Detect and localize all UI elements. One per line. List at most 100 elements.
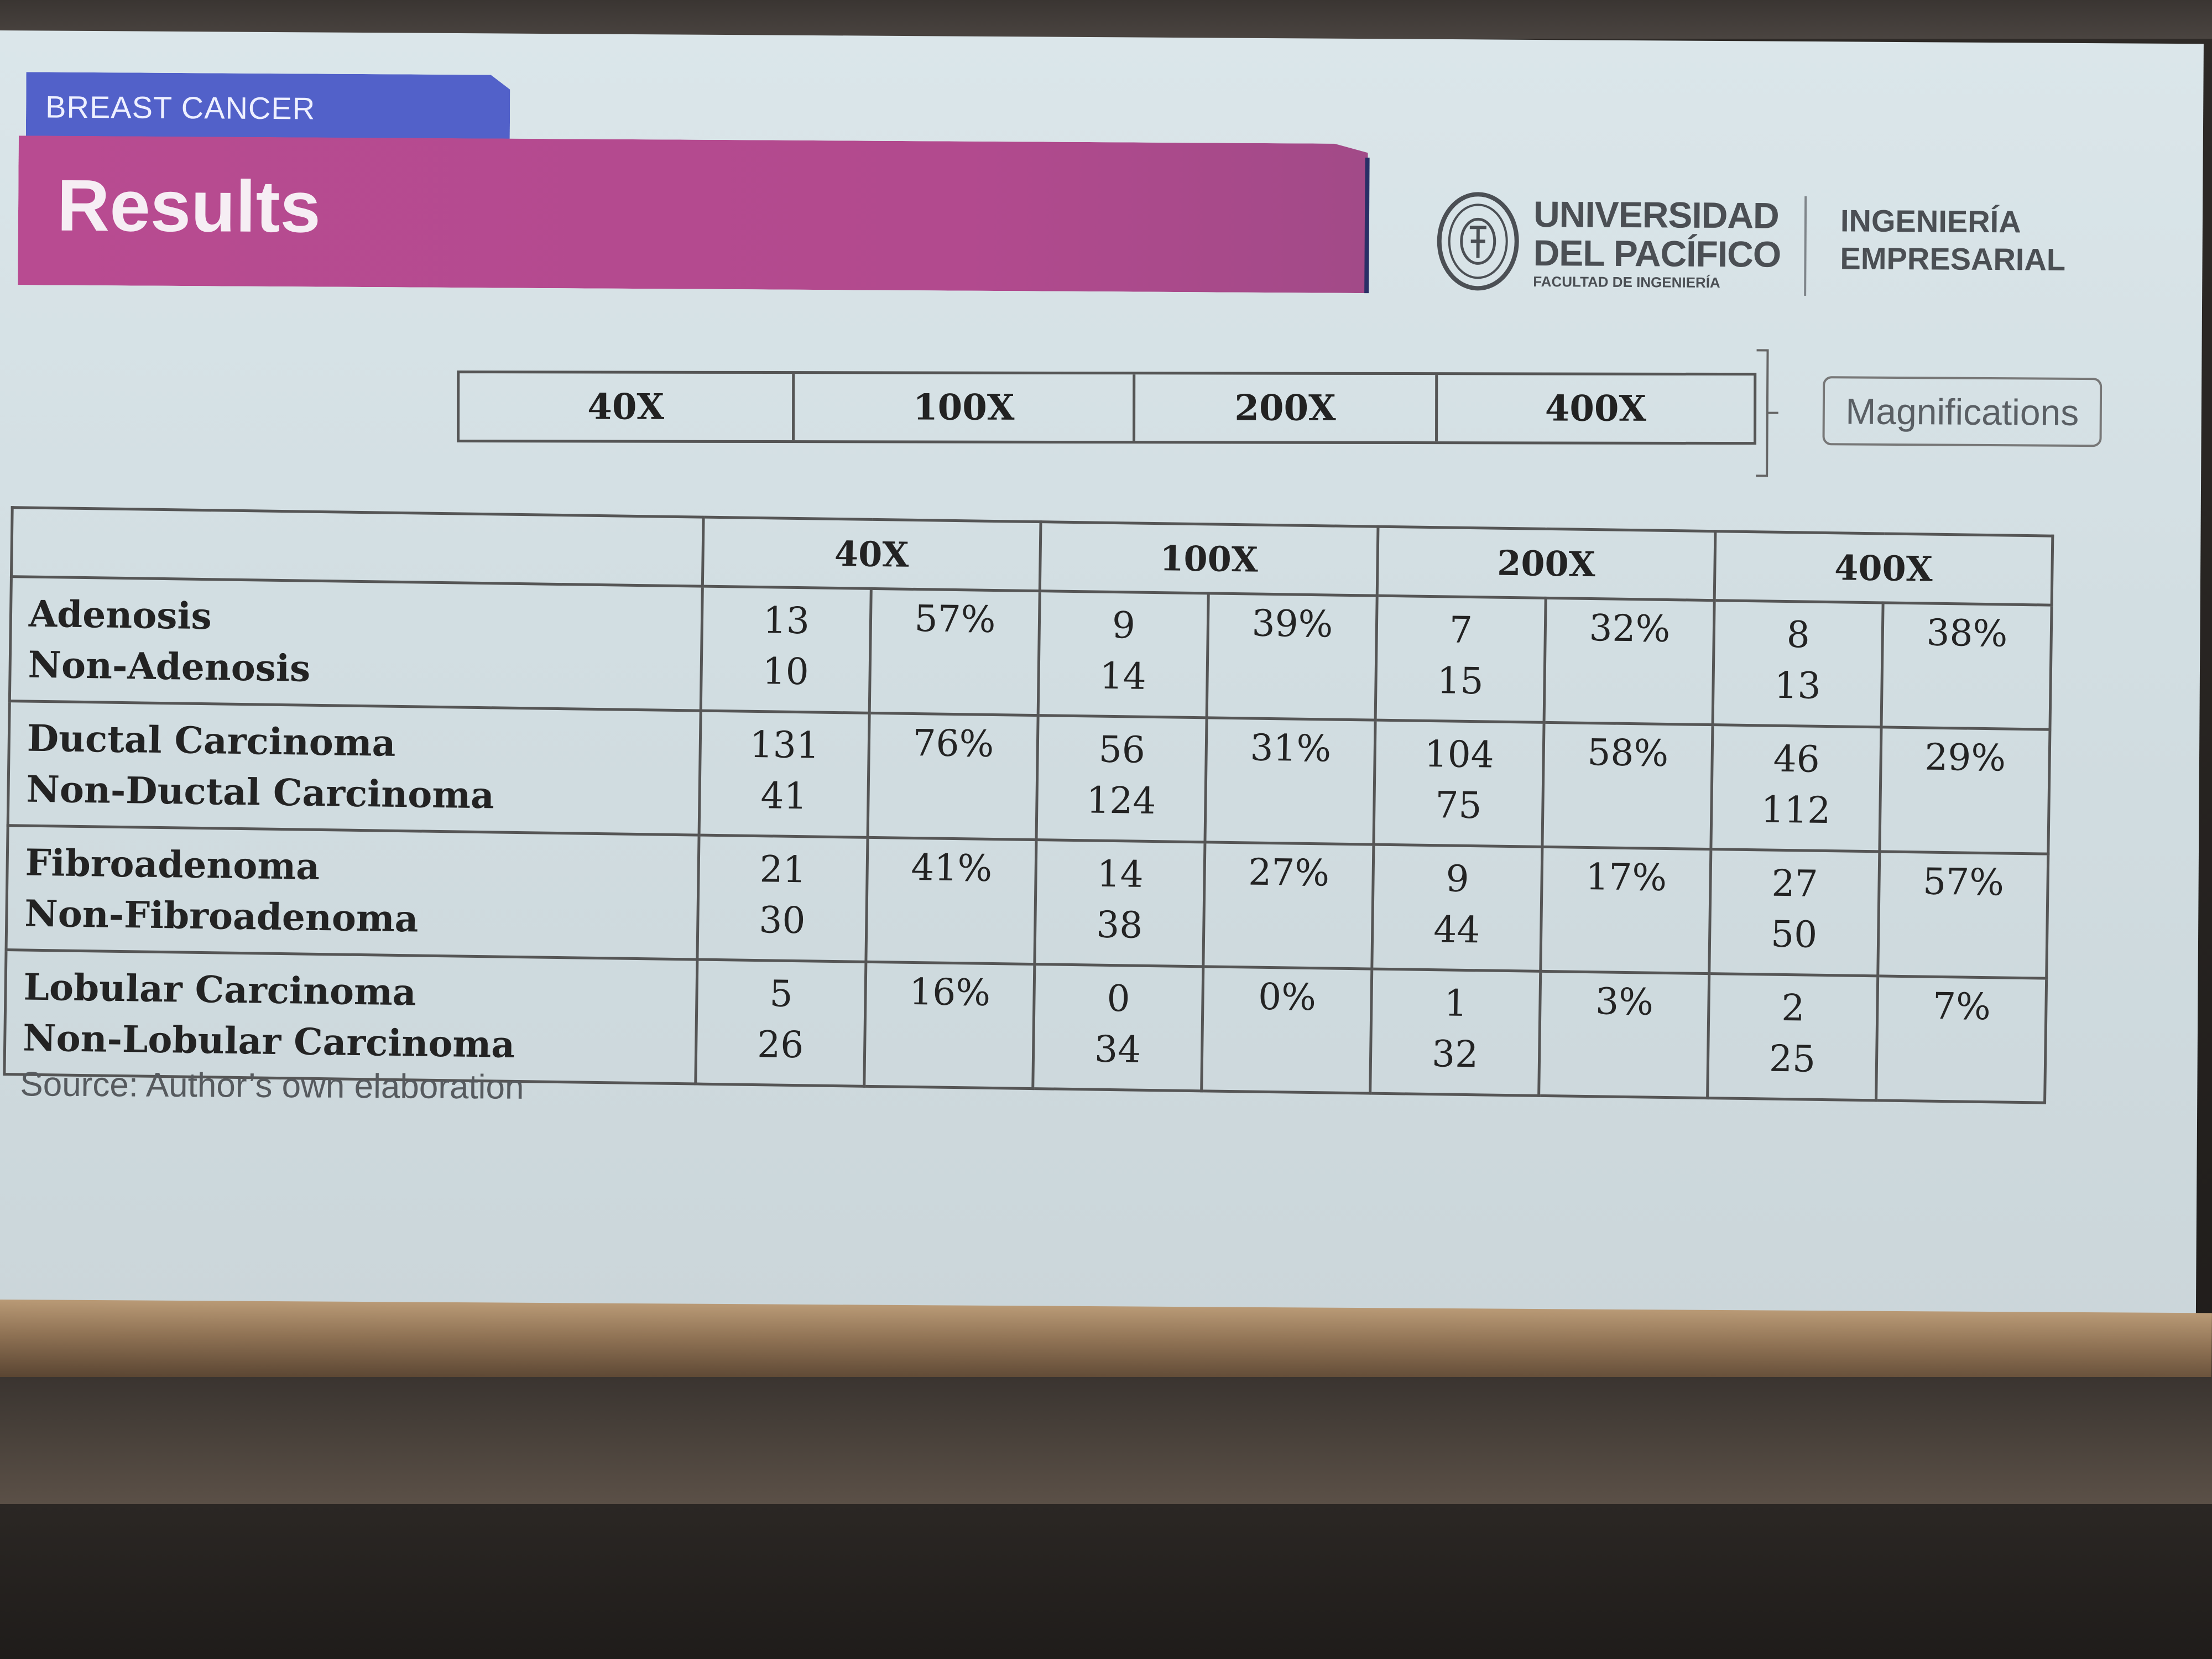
magnification-bar: 40X 100X 200X 400X	[457, 371, 1757, 445]
count-a: 104	[1424, 732, 1495, 776]
percent-cell: 57%	[869, 588, 1040, 716]
background-wall	[0, 1377, 2212, 1504]
header-40x: 40X	[702, 517, 1041, 591]
count-b: 41	[760, 774, 808, 818]
percent-cell: 16%	[864, 962, 1035, 1089]
count-b: 10	[762, 650, 810, 693]
count-a: 5	[769, 972, 794, 1015]
faculty-name: FACULTAD DE INGENIERÍA	[1533, 273, 1720, 291]
count-b: 34	[1094, 1027, 1141, 1071]
logo-divider	[1804, 196, 1807, 296]
percent-cell: 39%	[1207, 593, 1378, 721]
count-a: 8	[1786, 613, 1811, 656]
source-caption: Source: Author’s own elaboration	[20, 1065, 524, 1107]
percent-cell: 58%	[1542, 722, 1713, 849]
count-cell: 131 41	[699, 711, 870, 838]
university-seal-icon	[1437, 192, 1519, 291]
count-b: 30	[758, 899, 806, 942]
count-a: 9	[1446, 857, 1470, 901]
slide-title: Results	[56, 164, 321, 248]
header-200x: 200X	[1377, 526, 1715, 601]
count-b: 50	[1770, 912, 1818, 956]
count-cell: 21 30	[697, 835, 868, 962]
non-class-name: Non-Ductal Carcinoma	[26, 767, 495, 817]
count-cell: 9 44	[1371, 844, 1542, 972]
count-cell: 104 75	[1373, 720, 1545, 847]
bracket-icon	[1756, 349, 1778, 477]
count-a: 2	[1781, 986, 1805, 1030]
percent-cell: 31%	[1204, 717, 1376, 845]
university-name-line1: UNIVERSIDAD	[1533, 193, 1779, 236]
non-class-name: Non-Lobular Carcinoma	[22, 1016, 515, 1066]
university-wordmark: UNIVERSIDAD DEL PACÍFICO FACULTAD DE ING…	[1533, 193, 1781, 292]
header-100x: 100X	[1040, 521, 1378, 596]
count-b: 75	[1434, 784, 1482, 827]
section-tab: BREAST CANCER	[26, 72, 510, 141]
count-cell: 5 26	[695, 959, 866, 1087]
count-a: 1	[1443, 982, 1468, 1025]
percent-cell: 32%	[1544, 598, 1715, 725]
count-cell: 27 50	[1709, 849, 1880, 976]
non-class-name: Non-Fibroadenoma	[24, 891, 419, 941]
non-class-name: Non-Adenosis	[28, 643, 311, 690]
count-b: 25	[1768, 1037, 1816, 1081]
magnifications-label: Magnifications	[1822, 376, 2103, 447]
count-cell: 8 13	[1713, 600, 1884, 727]
percent-cell: 29%	[1879, 727, 2050, 854]
count-cell: 0 34	[1032, 964, 1203, 1091]
magnification-400x: 400X	[1545, 387, 1647, 430]
program-name-line2: EMPRESARIAL	[1840, 241, 2066, 277]
percent-cell: 41%	[865, 837, 1037, 964]
class-name: Adenosis	[28, 592, 212, 638]
row-label: Adenosis Non-Adenosis	[9, 576, 703, 711]
percent-cell: 27%	[1203, 842, 1374, 969]
count-a: 9	[1112, 603, 1136, 647]
class-name: Ductal Carcinoma	[27, 716, 397, 765]
row-label: Ductal Carcinoma Non-Ductal Carcinoma	[8, 701, 701, 836]
count-a: 0	[1106, 977, 1131, 1020]
magnification-100x: 100X	[795, 374, 1136, 441]
count-b: 14	[1099, 654, 1147, 698]
count-cell: 46 112	[1710, 724, 1881, 852]
count-cell: 1 32	[1370, 969, 1541, 1096]
row-label: Lobular Carcinoma Non-Lobular Carcinoma	[4, 950, 697, 1084]
count-cell: 9 14	[1038, 591, 1209, 718]
count-b: 32	[1431, 1032, 1479, 1076]
program-name: INGENIERÍA EMPRESARIAL	[1840, 202, 2065, 278]
count-b: 13	[1773, 664, 1822, 707]
count-cell: 7 15	[1375, 596, 1546, 723]
magnification-40x: 40X	[460, 373, 795, 441]
count-b: 26	[757, 1023, 804, 1067]
count-a: 13	[763, 599, 810, 643]
class-name: Lobular Carcinoma	[23, 965, 417, 1014]
results-table-wrap: 40X 100X 200X 400X Adenosis Non-Adenosis…	[3, 506, 2054, 1104]
foreground-shadow	[0, 1504, 2212, 1659]
title-banner: Results	[18, 135, 1368, 293]
university-name-line2: DEL PACÍFICO	[1533, 232, 1781, 275]
count-cell: 2 25	[1707, 973, 1878, 1100]
count-a: 21	[759, 848, 807, 891]
percent-cell: 0%	[1201, 966, 1372, 1094]
count-a: 46	[1773, 737, 1820, 781]
count-a: 131	[749, 723, 820, 767]
percent-cell: 3%	[1538, 971, 1709, 1098]
row-label: Fibroadenoma Non-Fibroadenoma	[6, 825, 700, 960]
class-name: Fibroadenoma	[25, 841, 320, 888]
count-cell: 13 10	[701, 586, 872, 713]
program-name-line1: INGENIERÍA	[1840, 203, 2021, 239]
count-a: 27	[1771, 862, 1819, 905]
results-table: 40X 100X 200X 400X Adenosis Non-Adenosis…	[3, 506, 2054, 1104]
section-tab-label: BREAST CANCER	[45, 89, 316, 126]
count-cell: 56 124	[1036, 715, 1207, 842]
count-a: 7	[1449, 608, 1473, 652]
header-400x: 400X	[1714, 531, 2053, 606]
count-b: 15	[1437, 659, 1484, 703]
projected-slide: BREAST CANCER Results UNIVERSIDAD DEL PA…	[0, 30, 2204, 1341]
count-a: 56	[1098, 728, 1146, 771]
percent-cell: 17%	[1540, 847, 1711, 974]
count-a: 14	[1097, 852, 1144, 896]
count-b: 38	[1095, 903, 1143, 947]
banner-edge	[1364, 158, 1370, 294]
count-cell: 14 38	[1034, 839, 1205, 967]
percent-cell: 57%	[1877, 851, 2048, 979]
